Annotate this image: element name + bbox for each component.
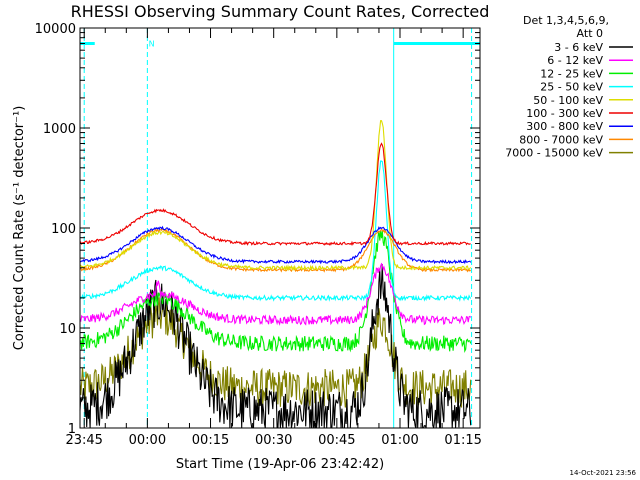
- y-tick-label: 1: [68, 422, 76, 437]
- legend-entry-label: 25 - 50 keV: [540, 81, 603, 94]
- x-tick-label: 00:30: [255, 433, 292, 448]
- series-trace: [79, 230, 472, 354]
- legend-header-detectors: Det 1,3,4,5,6,9,: [523, 14, 609, 27]
- series-trace: [79, 120, 472, 272]
- x-tick-label: 23:45: [65, 433, 102, 448]
- x-tick-label: 00:45: [318, 433, 355, 448]
- x-tick-label: 00:00: [129, 433, 166, 448]
- legend-header-attenuator: Att 0: [577, 27, 603, 40]
- saa-marker-label: N: [149, 39, 155, 48]
- series-trace: [79, 142, 471, 246]
- x-tick-label: 01:15: [444, 433, 481, 448]
- legend-entry-label: 3 - 6 keV: [554, 41, 603, 54]
- y-tick-label: 1000: [43, 122, 76, 137]
- series-trace: [79, 228, 472, 273]
- y-tick-label: 10000: [35, 22, 76, 37]
- y-tick-label: 10: [59, 322, 76, 337]
- chart-title: RHESSI Observing Summary Count Rates, Co…: [71, 2, 490, 21]
- legend-entry-label: 6 - 12 keV: [547, 54, 603, 67]
- series-trace: [79, 297, 472, 408]
- legend-entry-label: 100 - 300 keV: [526, 107, 603, 120]
- series-trace: [79, 264, 472, 429]
- series-layer: [79, 120, 472, 429]
- legend-entry-label: 12 - 25 keV: [540, 67, 603, 80]
- plot-frame: [79, 27, 481, 429]
- x-tick-label: 00:15: [192, 433, 229, 448]
- legend-entry-label: 50 - 100 keV: [533, 94, 603, 107]
- footer-timestamp: 14-Oct-2021 23:56: [570, 469, 637, 477]
- legend-entry-label: 7000 - 15000 keV: [505, 147, 603, 160]
- y-axis-label: Corrected Count Rate (s⁻¹ detector⁻¹): [12, 106, 27, 351]
- observation-flags: N: [80, 28, 480, 428]
- x-tick-label: 01:00: [381, 433, 418, 448]
- series-trace: [79, 225, 472, 265]
- series-trace: [79, 160, 472, 302]
- legend-entry-label: 800 - 7000 keV: [519, 133, 603, 146]
- x-axis: 23:45 00:00 00:15 00:30 00:45 01:00 01:15: [65, 28, 482, 448]
- y-tick-label: 100: [51, 222, 76, 237]
- x-axis-label: Start Time (19-Apr-06 23:42:42): [176, 457, 384, 472]
- series-trace: [79, 262, 472, 326]
- legend-entry-label: 300 - 800 keV: [526, 120, 603, 133]
- y-axis: 1 10 100 1000 10000: [35, 22, 480, 437]
